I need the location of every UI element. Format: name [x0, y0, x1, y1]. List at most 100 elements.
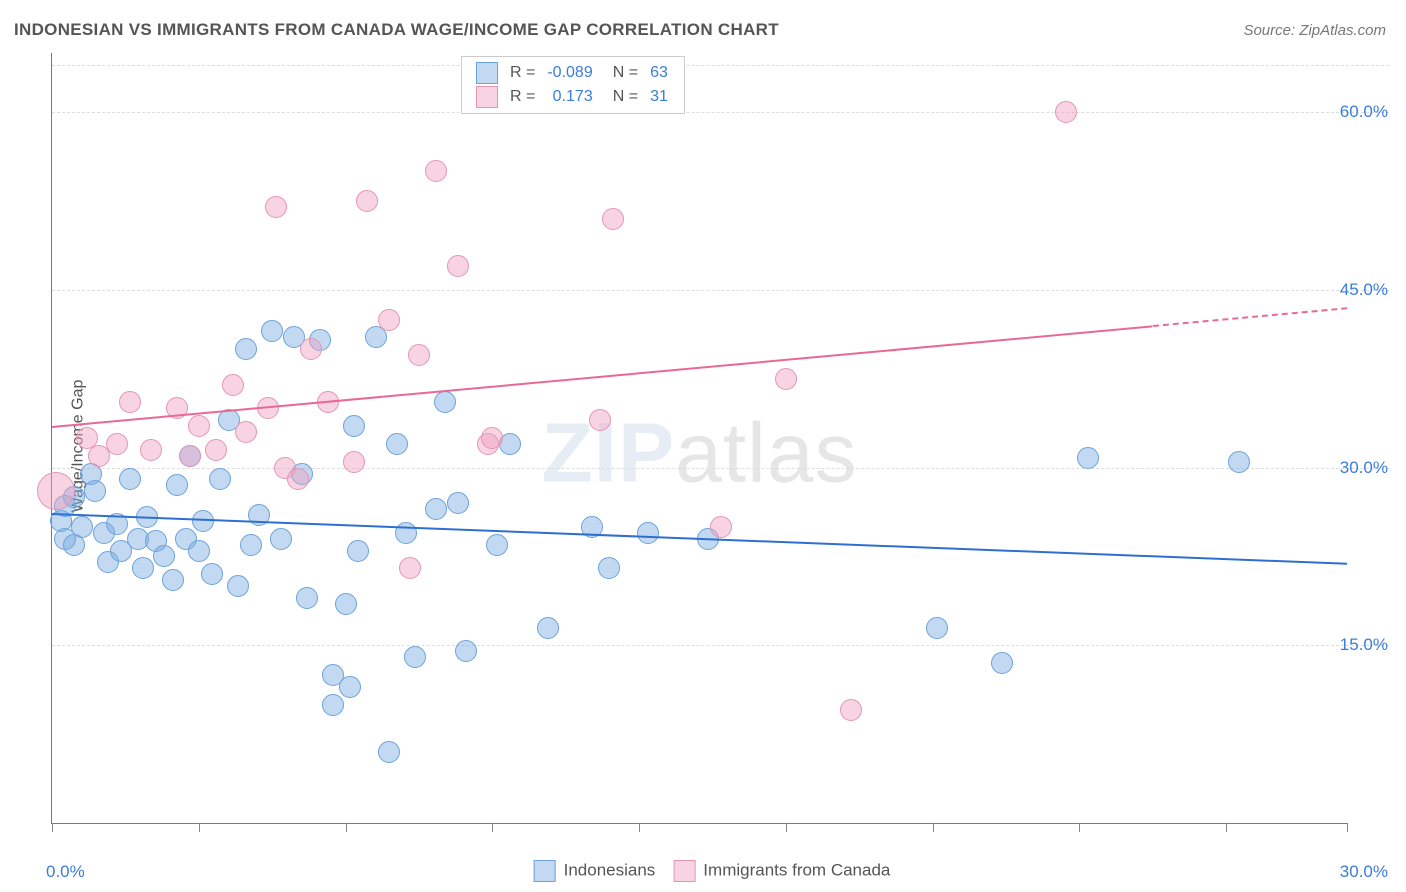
scatter-point [37, 472, 75, 510]
scatter-point [425, 498, 447, 520]
scatter-point [378, 309, 400, 331]
scatter-point [343, 415, 365, 437]
legend-n-value: 31 [644, 85, 674, 109]
scatter-point [425, 160, 447, 182]
gridline [52, 290, 1389, 291]
scatter-point [589, 409, 611, 431]
scatter-point [166, 474, 188, 496]
scatter-point [447, 492, 469, 514]
chart-title: INDONESIAN VS IMMIGRANTS FROM CANADA WAG… [14, 20, 779, 40]
scatter-point [404, 646, 426, 668]
legend-series-label: Indonesians [564, 860, 656, 879]
scatter-point [188, 415, 210, 437]
x-tick [639, 823, 640, 832]
scatter-point [265, 196, 287, 218]
scatter-point [399, 557, 421, 579]
scatter-point [179, 445, 201, 467]
scatter-point [386, 433, 408, 455]
x-axis-max-label: 30.0% [1340, 862, 1388, 882]
x-tick [933, 823, 934, 832]
scatter-point [775, 368, 797, 390]
scatter-point [296, 587, 318, 609]
legend-r-prefix: R = [504, 85, 541, 109]
series-legend: Indonesians Immigrants from Canada [516, 860, 891, 882]
x-tick [1347, 823, 1348, 832]
scatter-point [205, 439, 227, 461]
scatter-point [287, 468, 309, 490]
scatter-point [1055, 101, 1077, 123]
scatter-point [710, 516, 732, 538]
legend-swatch [673, 860, 695, 882]
scatter-point [343, 451, 365, 473]
scatter-point [339, 676, 361, 698]
scatter-point [602, 208, 624, 230]
legend-n-prefix: N = [599, 61, 644, 85]
scatter-point [153, 545, 175, 567]
scatter-point [335, 593, 357, 615]
scatter-point [300, 338, 322, 360]
scatter-point [434, 391, 456, 413]
scatter-point [209, 468, 231, 490]
scatter-point [347, 540, 369, 562]
x-tick [199, 823, 200, 832]
scatter-point [395, 522, 417, 544]
scatter-point [261, 320, 283, 342]
scatter-point [201, 563, 223, 585]
scatter-point [598, 557, 620, 579]
scatter-point [1077, 447, 1099, 469]
scatter-point [991, 652, 1013, 674]
source-label: Source: ZipAtlas.com [1243, 22, 1386, 39]
chart-container: INDONESIAN VS IMMIGRANTS FROM CANADA WAG… [0, 0, 1406, 892]
x-axis-min-label: 0.0% [46, 862, 85, 882]
x-tick [346, 823, 347, 832]
trend-line [1153, 308, 1347, 328]
legend-r-value: -0.089 [541, 61, 598, 85]
legend-swatch [476, 86, 498, 108]
scatter-point [119, 391, 141, 413]
gridline [52, 65, 1389, 66]
y-tick-label: 30.0% [1340, 458, 1388, 478]
scatter-point [637, 522, 659, 544]
legend-r-prefix: R = [504, 61, 541, 85]
correlation-legend: R =-0.089N =63 R =0.173N =31 [461, 56, 685, 114]
gridline [52, 112, 1389, 113]
scatter-point [537, 617, 559, 639]
plot-area: ZIPatlas [51, 53, 1347, 824]
scatter-point [1228, 451, 1250, 473]
legend-r-value: 0.173 [541, 85, 598, 109]
scatter-point [140, 439, 162, 461]
legend-n-prefix: N = [599, 85, 644, 109]
scatter-point [322, 694, 344, 716]
scatter-point [222, 374, 244, 396]
scatter-point [63, 534, 85, 556]
scatter-point [240, 534, 262, 556]
scatter-point [132, 557, 154, 579]
x-tick [52, 823, 53, 832]
scatter-point [378, 741, 400, 763]
scatter-point [455, 640, 477, 662]
scatter-point [447, 255, 469, 277]
scatter-point [481, 427, 503, 449]
scatter-point [235, 421, 257, 443]
gridline [52, 645, 1389, 646]
x-tick [1226, 823, 1227, 832]
scatter-point [162, 569, 184, 591]
scatter-point [270, 528, 292, 550]
scatter-point [227, 575, 249, 597]
scatter-point [119, 468, 141, 490]
x-tick [492, 823, 493, 832]
gridline [52, 468, 1389, 469]
scatter-point [84, 480, 106, 502]
legend-series-label: Immigrants from Canada [703, 860, 890, 879]
scatter-point [840, 699, 862, 721]
legend-swatch [534, 860, 556, 882]
legend-swatch [476, 62, 498, 84]
legend-n-value: 63 [644, 61, 674, 85]
scatter-point [486, 534, 508, 556]
x-tick [786, 823, 787, 832]
scatter-point [235, 338, 257, 360]
scatter-point [356, 190, 378, 212]
scatter-point [926, 617, 948, 639]
scatter-point [106, 433, 128, 455]
y-tick-label: 15.0% [1340, 635, 1388, 655]
